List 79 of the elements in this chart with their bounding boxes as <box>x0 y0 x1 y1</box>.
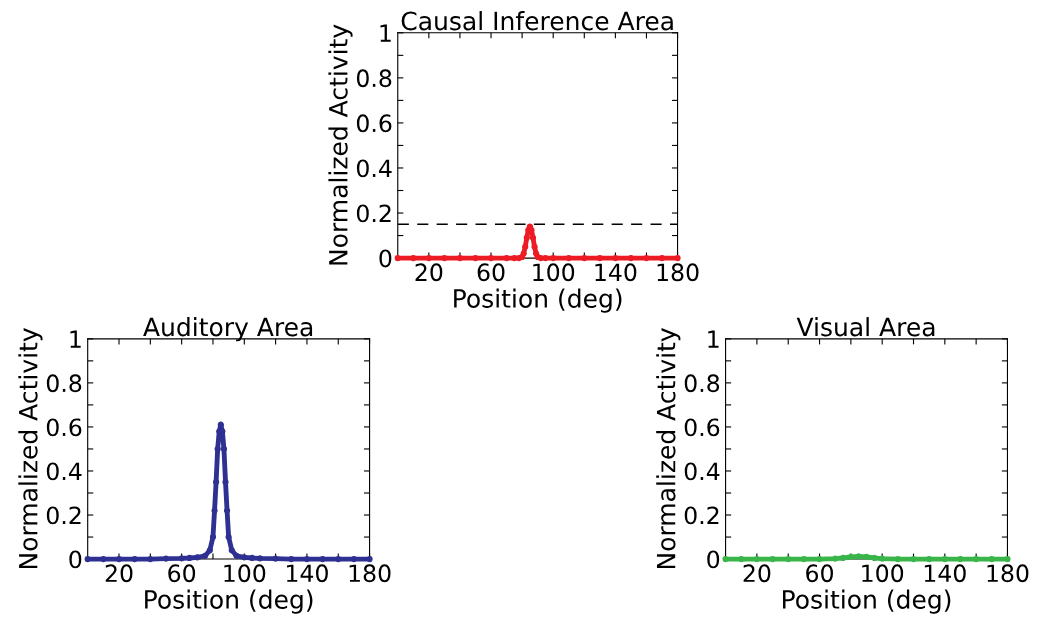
y-tick-label: 0.6 <box>684 418 720 437</box>
y-axis-title: Normalized Activity <box>656 328 681 569</box>
chart-title: Auditory Area <box>143 317 313 342</box>
x-tick-label: 140 <box>924 564 966 583</box>
point <box>288 555 295 563</box>
point <box>211 507 218 514</box>
point <box>223 507 231 514</box>
y-tick-label: 0.6 <box>46 418 82 437</box>
point <box>202 552 209 559</box>
point <box>319 555 326 563</box>
point <box>410 254 417 262</box>
y-tick-label: 0.8 <box>356 69 392 88</box>
x-tick-label: 140 <box>287 564 328 583</box>
point <box>565 254 572 262</box>
y-tick-label: 0.2 <box>46 506 81 525</box>
y-tick-label: 0.6 <box>356 114 392 133</box>
chart-title: Causal Inference Area <box>401 11 673 31</box>
point <box>523 234 530 241</box>
point <box>209 533 217 541</box>
x-tick-label: 180 <box>657 263 699 282</box>
y-tick-label: 0.2 <box>684 506 719 525</box>
x-tick-label: 20 <box>743 564 771 583</box>
point <box>441 254 448 262</box>
point <box>233 552 240 559</box>
point <box>596 254 603 262</box>
y-tick-label: 0 <box>69 550 82 569</box>
y-tick-label: 0.8 <box>684 374 720 393</box>
point <box>627 254 635 262</box>
chart-title: Visual Area <box>796 317 935 337</box>
point <box>225 533 232 541</box>
point <box>542 254 549 262</box>
y-tick-label: 0.4 <box>356 159 392 178</box>
point <box>529 234 537 241</box>
x-tick-label: 180 <box>987 564 1029 583</box>
point <box>350 555 358 563</box>
x-tick-label: 100 <box>533 263 575 282</box>
point <box>217 421 224 428</box>
y-tick-label: 0.4 <box>46 462 82 481</box>
x-tick-label: 100 <box>862 564 904 583</box>
y-tick-label: 1 <box>380 24 391 42</box>
point <box>228 547 235 554</box>
point <box>522 243 529 250</box>
y-tick-label: 1 <box>70 330 81 348</box>
point <box>206 547 213 554</box>
x-tick-label: 20 <box>415 263 443 282</box>
y-tick-label: 0 <box>707 550 720 569</box>
point <box>214 445 221 453</box>
x-tick-label: 20 <box>105 564 133 583</box>
point <box>658 254 666 262</box>
y-tick-label: 0 <box>379 249 392 268</box>
point <box>503 254 510 262</box>
x-tick-label: 60 <box>168 564 196 583</box>
point <box>472 254 479 262</box>
y-tick-label: 1 <box>708 330 719 348</box>
point <box>162 555 170 562</box>
point <box>100 555 107 563</box>
point <box>256 555 264 562</box>
x-tick-label: 60 <box>477 263 505 282</box>
y-tick-label: 0.4 <box>684 462 720 481</box>
point <box>531 243 538 250</box>
x-axis-title: Position (deg) <box>145 589 313 614</box>
x-tick-label: 180 <box>349 564 391 583</box>
x-tick-label: 140 <box>595 263 637 282</box>
y-axis-title: Normalized Activity <box>18 328 43 569</box>
point <box>222 478 229 486</box>
x-tick-label: 60 <box>806 564 833 583</box>
point <box>131 555 138 563</box>
y-tick-label: 0.8 <box>46 374 82 393</box>
point <box>520 250 527 257</box>
x-axis-title: Position (deg) <box>783 589 951 614</box>
x-tick-label: 100 <box>224 564 266 583</box>
y-tick-label: 0.2 <box>356 204 391 223</box>
y-axis-title: Normalized Activity <box>328 24 353 265</box>
point <box>212 478 220 486</box>
point <box>186 554 193 562</box>
point <box>194 554 201 561</box>
point <box>220 445 228 453</box>
point <box>249 554 256 562</box>
x-axis-title: Position (deg) <box>454 288 622 313</box>
